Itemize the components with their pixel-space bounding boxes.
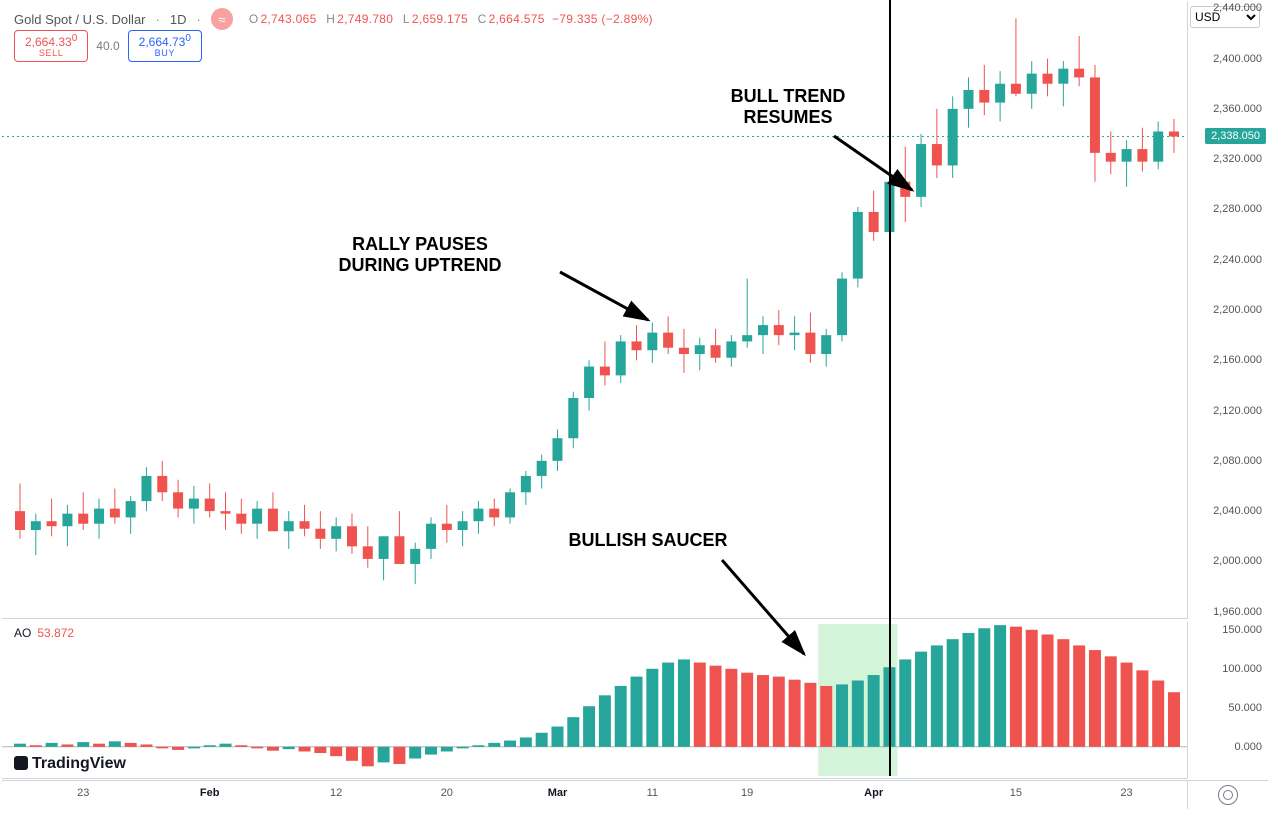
y-tick: 2,400.000 [1213,53,1262,65]
x-tick: Feb [200,787,220,799]
annotation-bull: BULL TRENDRESUMES [731,86,846,127]
ao-y-tick: 50.000 [1228,702,1262,714]
y-tick: 2,160.000 [1213,354,1262,366]
price-chart[interactable] [2,2,1188,619]
y-tick: 2,040.000 [1213,505,1262,517]
y-tick: 2,240.000 [1213,254,1262,266]
x-tick: Apr [864,787,883,799]
x-tick: 12 [330,787,342,799]
annotation-rally: RALLY PAUSESDURING UPTREND [338,234,501,275]
gear-icon [1218,785,1238,805]
axis-settings-button[interactable] [1187,780,1268,809]
last-price-tag: 2,338.050 [1205,128,1266,144]
y-tick: 2,120.000 [1213,405,1262,417]
annotation-saucer: BULLISH SAUCER [568,530,727,551]
x-tick: 23 [77,787,89,799]
y-tick: 2,440.000 [1213,2,1262,14]
ao-chart[interactable] [2,622,1188,779]
ao-y-tick: 150.000 [1222,624,1262,636]
time-axis[interactable]: 23 Feb 12 20 Mar 11 19 Apr 15 23 [2,780,1188,809]
ao-y-axis[interactable]: 0.000 50.000 100.000 150.000 [1187,622,1268,778]
y-tick: 2,080.000 [1213,455,1262,467]
tradingview-logo: TradingView [14,755,126,773]
y-tick: 2,280.000 [1213,203,1262,215]
event-vline [889,0,891,776]
y-tick: 2,360.000 [1213,103,1262,115]
x-tick: Mar [548,787,568,799]
x-tick: 15 [1010,787,1022,799]
y-tick: 2,000.000 [1213,555,1262,567]
x-tick: 19 [741,787,753,799]
y-tick: 2,320.000 [1213,153,1262,165]
x-tick: 20 [441,787,453,799]
x-tick: 23 [1120,787,1132,799]
y-tick: 2,200.000 [1213,304,1262,316]
y-tick: 1,960.000 [1213,606,1262,618]
price-y-axis[interactable]: 1,960.000 2,000.000 2,040.000 2,080.000 2,12… [1187,2,1268,618]
ao-y-tick: 0.000 [1234,741,1262,753]
ao-y-tick: 100.000 [1222,663,1262,675]
x-tick: 11 [647,787,658,799]
